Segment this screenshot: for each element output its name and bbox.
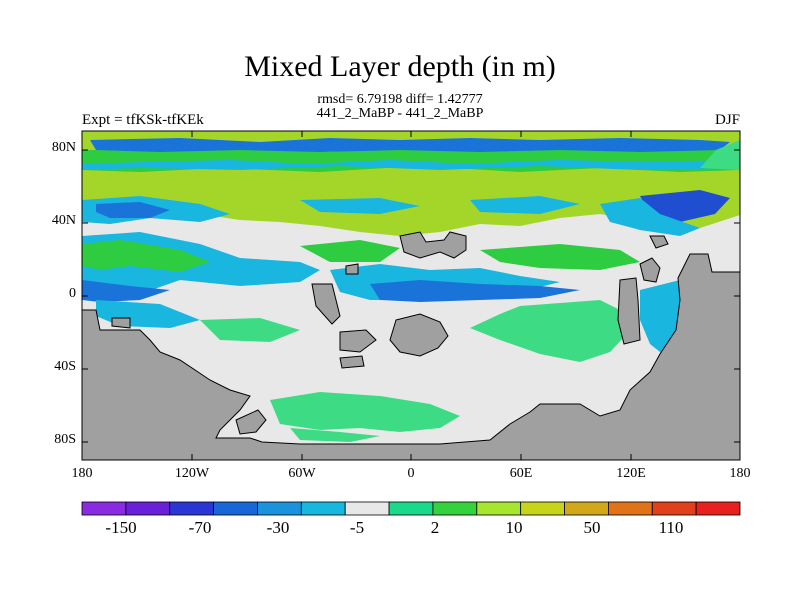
- lon-label-180w: 180: [71, 466, 93, 481]
- runs-subtitle: 441_2_MaBP - 441_2_MaBP: [316, 106, 484, 121]
- colorbar-swatch: [564, 501, 609, 516]
- field-green-nw-band: [700, 140, 740, 170]
- lat-label-40s: 40S: [54, 359, 76, 374]
- colorbar-swatch: [300, 501, 346, 516]
- colorbar-label-4: 2: [430, 518, 440, 537]
- colorbar-swatch: [388, 501, 434, 516]
- colorbar-label-5: 10: [505, 518, 523, 537]
- map-plot: [81, 130, 741, 461]
- field-cyan-north: [82, 160, 740, 170]
- field-cyan-atlantic-n: [470, 196, 580, 214]
- land-south-georgia: [339, 355, 365, 369]
- colorbar-label-1: -70: [188, 518, 212, 537]
- lon-label-60e: 60E: [509, 466, 533, 481]
- colorbar: [81, 501, 741, 516]
- colorbar-label-3: -5: [349, 518, 365, 537]
- experiment-label: Expt = tfKSk-tfKEk: [82, 112, 204, 128]
- colorbar-swatch: [476, 501, 522, 516]
- field-green-east-trop: [480, 244, 640, 270]
- field-blue-north: [90, 138, 730, 152]
- land-eurasia: [399, 231, 467, 259]
- land-japan: [649, 235, 669, 249]
- colorbar-label-7: 110: [658, 518, 684, 537]
- land-australia: [617, 277, 641, 345]
- colorbar-swatch: [169, 501, 214, 516]
- axis-ticks: [82, 131, 740, 460]
- land-madagascar: [339, 329, 377, 353]
- land-south-america: [311, 283, 341, 325]
- lon-label-180e: 180: [729, 466, 751, 481]
- season-label: DJF: [714, 112, 740, 128]
- field-green-tropics-west: [82, 240, 210, 272]
- land-nw-pac-islands: [111, 317, 131, 329]
- field-blue-tropics-west: [82, 280, 170, 302]
- chart-title: Mixed Layer depth (in m): [244, 50, 556, 83]
- colorbar-swatch: [257, 501, 302, 516]
- field-green-indian-sub: [470, 300, 640, 362]
- colorbar-swatch: [651, 501, 697, 516]
- field-blue-midnorth: [96, 202, 170, 218]
- field-green-sw-pac: [200, 318, 300, 342]
- land-antarctica: [81, 253, 741, 461]
- colorbar-label-6: 50: [583, 518, 601, 537]
- lat-label-0: 0: [69, 286, 76, 301]
- field-blue-equator: [370, 280, 580, 302]
- field-green-southern-b: [290, 428, 380, 442]
- colorbar-swatch: [81, 501, 127, 516]
- colorbar-swatch: [520, 501, 565, 516]
- colorbar-swatch: [695, 501, 741, 516]
- field-cyan-nw-pacific: [600, 198, 700, 236]
- lat-label-80n: 80N: [51, 140, 76, 155]
- colorbar-swatch: [608, 501, 653, 516]
- field-green-central: [300, 240, 400, 262]
- land-masses: [81, 231, 741, 461]
- colorbar-swatch: [344, 501, 390, 516]
- land-maritime: [639, 257, 661, 283]
- stats-subtitle: rmsd= 6.79198 diff= 1.42777: [317, 92, 483, 107]
- colorbar-swatch: [432, 501, 478, 516]
- land-africa: [389, 313, 449, 357]
- colorbar-label-2: -30: [266, 518, 290, 537]
- lat-label-80s: 80S: [54, 432, 76, 447]
- colorbar-swatch: [213, 501, 258, 516]
- land-peninsula: [235, 409, 267, 435]
- field-blue-nw-pacific: [640, 190, 730, 222]
- lon-label-0: 0: [407, 466, 415, 481]
- lat-label-40n: 40N: [51, 213, 76, 228]
- lon-label-120e: 120E: [616, 466, 646, 481]
- field-green-southern: [270, 392, 460, 432]
- lon-label-60w: 60W: [288, 466, 316, 481]
- colorbar-swatch: [125, 501, 171, 516]
- field-cyan-pacific-n: [300, 198, 420, 214]
- lon-label-120w: 120W: [174, 466, 210, 481]
- land-small-island-a: [345, 263, 359, 275]
- colorbar-label-0: -150: [105, 518, 137, 537]
